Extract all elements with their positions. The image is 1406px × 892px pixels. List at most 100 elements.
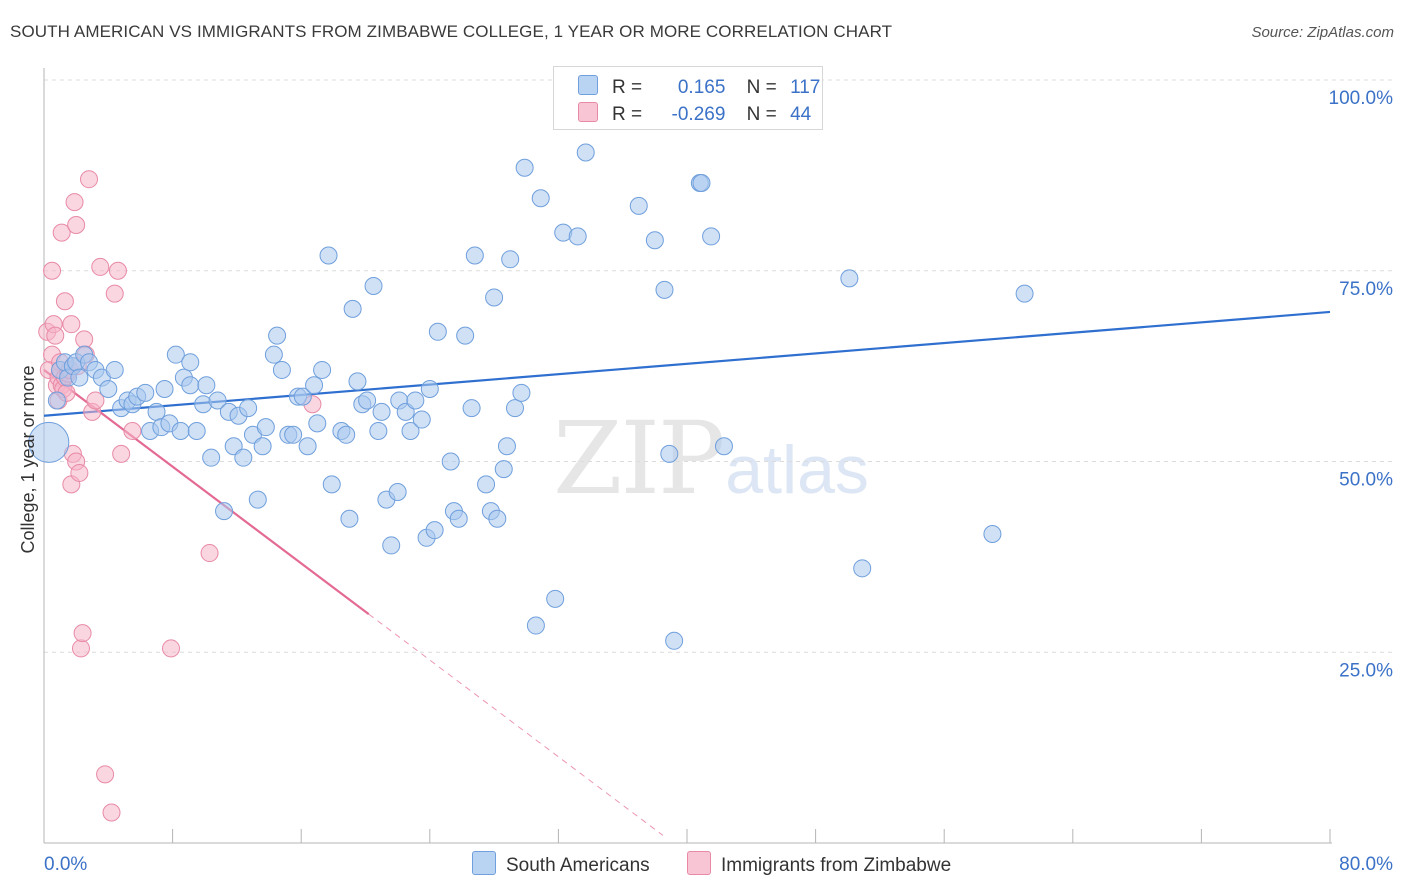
south-american-point — [239, 399, 258, 418]
zimbabwe-point — [86, 391, 105, 410]
legend-r-label: R = — [612, 77, 643, 98]
y-tick-label: 100.0% — [1329, 88, 1394, 109]
south-american-point — [340, 509, 359, 528]
grid-lines — [44, 79, 1392, 653]
bottom-legend-label: South Americans — [506, 855, 650, 876]
chart-title: SOUTH AMERICAN VS IMMIGRANTS FROM ZIMBAB… — [10, 22, 893, 41]
south-american-point — [293, 387, 312, 406]
zimbabwe-point — [52, 223, 71, 242]
zimbabwe-point — [108, 261, 127, 280]
south-american-point — [284, 425, 303, 444]
south-american-point — [629, 196, 648, 215]
south-american-point — [420, 380, 439, 399]
zipatlas-watermark: ZIPatlas — [553, 400, 869, 517]
south-american-point — [234, 448, 253, 467]
south-american-point — [256, 418, 275, 437]
south-american-point — [576, 143, 595, 162]
south-american-point — [171, 421, 190, 440]
south-american-points — [28, 71, 1034, 650]
zimbabwe-point — [80, 170, 99, 189]
legend-row-south-americans: R = 0.165 N = 117 — [578, 75, 820, 99]
south-american-point — [348, 372, 367, 391]
south-american-point — [425, 521, 444, 540]
south-american-point — [202, 448, 221, 467]
zimbabwe-point — [62, 315, 81, 334]
y-tick-label: 75.0% — [1339, 279, 1393, 300]
zimbabwe-point — [102, 803, 121, 822]
south-american-point — [645, 231, 664, 250]
south-american-point — [983, 524, 1002, 543]
south-american-point — [488, 509, 507, 528]
south-american-point — [655, 280, 674, 299]
zimbabwe-trend-extension — [368, 613, 664, 836]
zimbabwe-point — [71, 639, 90, 658]
south-american-point — [497, 437, 516, 456]
watermark-zip: ZIP — [553, 400, 725, 517]
south-american-point — [412, 410, 431, 429]
south-american-point — [401, 421, 420, 440]
south-american-point — [308, 414, 327, 433]
south-american-point — [253, 437, 272, 456]
south-american-point — [441, 452, 460, 471]
south-american-point — [248, 490, 267, 509]
watermark-atlas: atlas — [725, 432, 869, 508]
x-tick-label: 0.0% — [44, 854, 87, 875]
zimbabwe-point — [70, 463, 89, 482]
south-american-point — [358, 391, 377, 410]
legend-r-label: R = — [612, 104, 643, 125]
zimbabwe-point — [73, 624, 92, 643]
south-american-point — [512, 383, 531, 402]
south-american-point — [99, 380, 118, 399]
correlation-legend: R = 0.165 N = 117 R = -0.269 N = 44 — [553, 66, 823, 130]
south-american-point — [369, 421, 388, 440]
south-american-point — [272, 360, 291, 379]
south-american-point — [105, 360, 124, 379]
south-american-point — [406, 391, 425, 410]
zimbabwe-point — [55, 292, 74, 311]
south-american-point — [665, 631, 684, 650]
south-american-point — [187, 421, 206, 440]
south-american-point — [197, 376, 216, 395]
south-american-point — [660, 444, 679, 463]
zimbabwe-point — [67, 215, 86, 234]
south-american-point — [456, 326, 475, 345]
bottom-legend-label: Immigrants from Zimbabwe — [721, 855, 952, 876]
zimbabwe-point — [96, 765, 115, 784]
south-american-point — [181, 376, 200, 395]
legend-r-value: -0.269 — [671, 104, 726, 125]
zimbabwe-point — [161, 639, 180, 658]
south-american-point — [428, 322, 447, 341]
south-american-point — [268, 326, 287, 345]
south-american-point — [465, 246, 484, 265]
legend-n-value: 117 — [790, 77, 821, 98]
south-american-trend-line — [43, 310, 1331, 417]
south-american-point — [337, 425, 356, 444]
south-american-point — [215, 502, 234, 521]
x-tick-label: 80.0% — [1339, 854, 1393, 875]
source-label: Source: ZipAtlas.com — [1251, 24, 1394, 41]
trend-lines — [43, 310, 1331, 836]
south-american-point — [155, 380, 174, 399]
south-american-point — [181, 353, 200, 372]
south-american-point — [485, 288, 504, 307]
legend-n-label: N = — [746, 77, 777, 98]
legend-swatch-pink — [578, 102, 598, 122]
zimbabwe-points — [38, 170, 322, 822]
south-american-point — [477, 475, 496, 494]
bottom-legend-swatch-pink — [687, 851, 711, 875]
south-american-point — [1015, 284, 1034, 303]
south-american-point — [853, 559, 872, 578]
legend-n-value: 44 — [790, 104, 812, 125]
south-american-point — [372, 402, 391, 421]
y-tick-label: 50.0% — [1339, 470, 1393, 491]
south-american-point — [47, 391, 66, 410]
south-american-point — [298, 437, 317, 456]
south-american-point — [322, 475, 341, 494]
bottom-legend-swatch-blue — [472, 851, 496, 875]
y-tick-label: 25.0% — [1339, 660, 1393, 681]
south-american-point — [515, 158, 534, 177]
south-american-point — [382, 536, 401, 555]
zimbabwe-point — [65, 193, 84, 212]
legend-n-label: N = — [746, 104, 777, 125]
